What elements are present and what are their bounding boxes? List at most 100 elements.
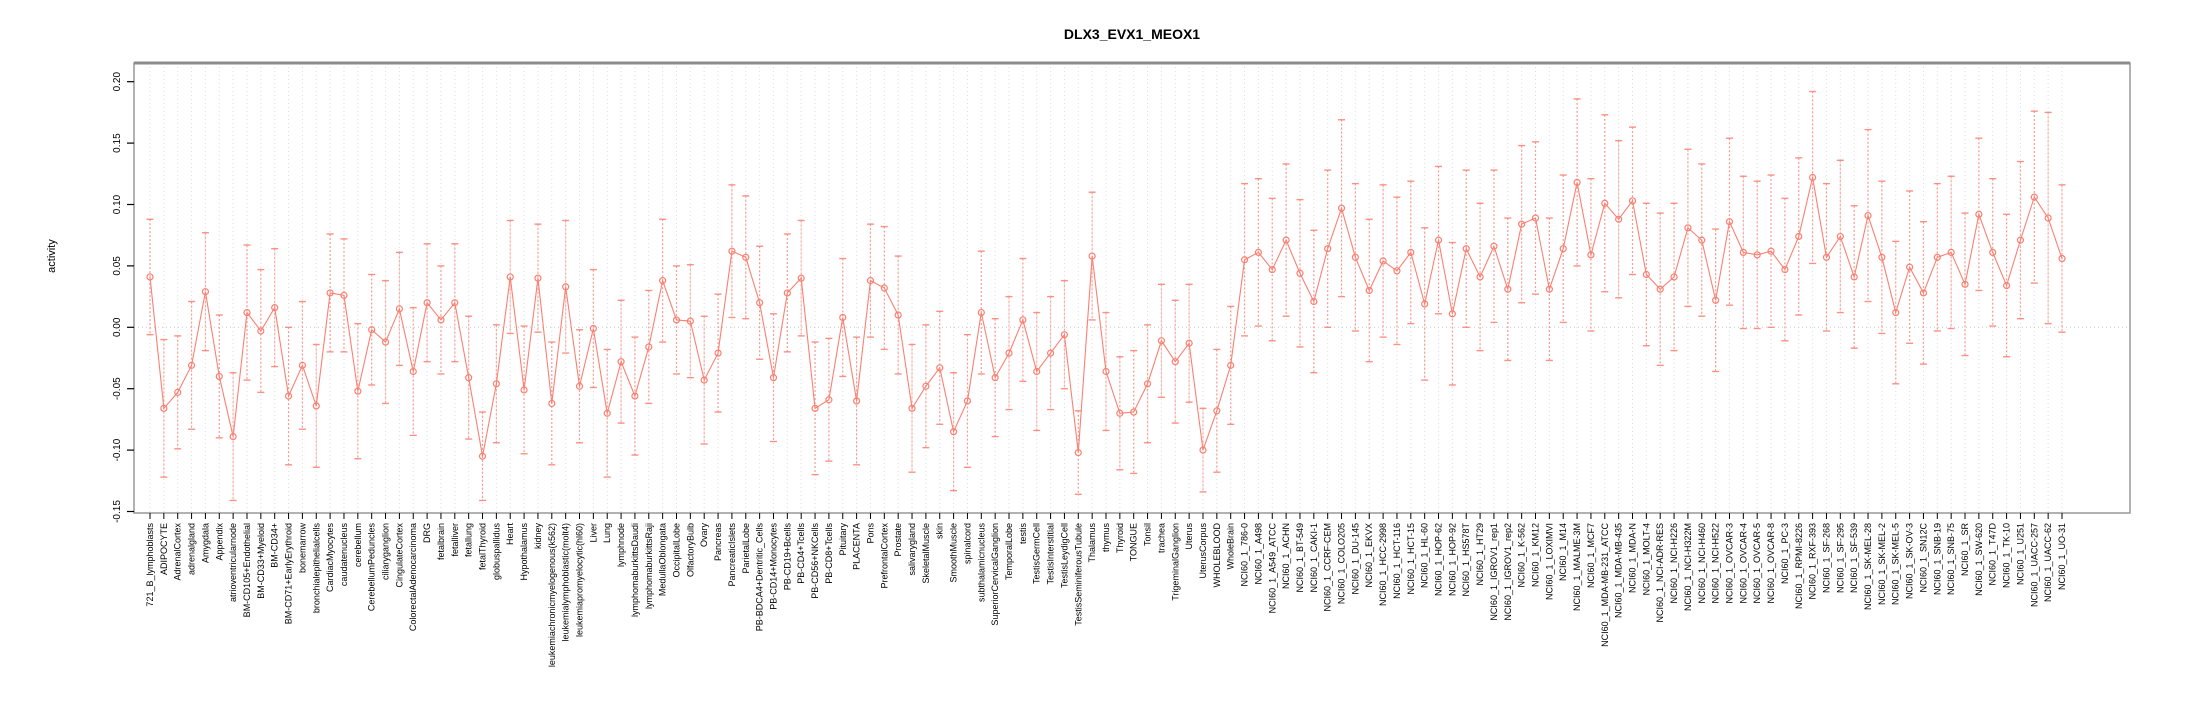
data-point xyxy=(1905,263,1914,271)
x-tick-label: NCI60_1_PC-3 xyxy=(1780,523,1790,584)
data-point xyxy=(1434,236,1443,244)
data-point xyxy=(1074,448,1082,457)
data-point xyxy=(589,324,597,333)
data-point xyxy=(284,392,293,400)
x-tick-label: NCI60_1_SK-MEL-2 xyxy=(1877,523,1887,605)
x-tick-label: NCI60_1_HS578T xyxy=(1461,523,1471,597)
x-tick-label: NCI60_1_MALME-3M xyxy=(1572,523,1582,611)
data-point xyxy=(1365,286,1373,295)
y-tick-label: 0.10 xyxy=(112,194,123,214)
data-point xyxy=(631,392,639,400)
x-tick-label: NCI60_1_M14 xyxy=(1558,523,1568,581)
x-tick-label: NCI60_1_A498 xyxy=(1253,523,1263,585)
x-tick-label: WHOLEBLOOD xyxy=(1212,523,1222,588)
x-tick-label: atrioventricularnode xyxy=(228,523,238,602)
x-tick-label: Amygdala xyxy=(200,523,210,563)
data-point xyxy=(769,374,778,382)
data-point xyxy=(1213,407,1221,415)
x-tick-label: NCI60_1_SN12C xyxy=(1918,523,1928,593)
x-tick-label: NCI60_1_CAKI-1 xyxy=(1309,523,1319,593)
x-tick-label: NCI60_1_MCF7 xyxy=(1586,523,1596,588)
data-point xyxy=(381,338,390,346)
data-point xyxy=(1947,248,1955,256)
x-tick-label: NCI60_1_NCI-H522 xyxy=(1711,523,1721,604)
x-tick-label: Pituitary xyxy=(838,523,848,556)
data-point xyxy=(271,304,279,312)
data-point xyxy=(1684,224,1692,232)
data-point xyxy=(1587,251,1595,259)
x-tick-label: NCI60_1_SF-268 xyxy=(1821,523,1831,593)
data-point xyxy=(617,358,625,366)
data-point xyxy=(1019,316,1027,324)
x-tick-label: NCI60_1_MDA-N xyxy=(1627,523,1637,593)
x-tick-label: BM-CD33+Myeloid xyxy=(256,523,266,599)
data-point xyxy=(1171,358,1179,366)
data-point xyxy=(783,289,791,297)
y-tick-label: 0.00 xyxy=(112,317,123,337)
data-point xyxy=(672,316,681,324)
x-tick-label: NCI60_1_NCI-H226 xyxy=(1669,523,1679,604)
x-tick-label: fetalThyroid xyxy=(478,523,488,570)
data-point xyxy=(1642,270,1650,279)
x-tick-label: NCI60_1_DU-145 xyxy=(1350,523,1360,595)
data-point xyxy=(756,299,764,307)
data-point xyxy=(520,386,528,394)
x-tick-label: NCI60_1_NCI-H322M xyxy=(1683,523,1693,611)
data-point xyxy=(1102,367,1110,376)
data-point xyxy=(1809,173,1817,182)
data-point xyxy=(548,399,556,408)
data-point xyxy=(1407,248,1415,256)
x-tick-label: Tonsil xyxy=(1143,523,1153,546)
x-tick-label: NCI60_1_BT-549 xyxy=(1295,523,1305,593)
x-tick-label: CerebellumPeduncles xyxy=(367,523,377,612)
x-tick-label: OccipitalLobe xyxy=(671,523,681,578)
x-tick-label: Pancreas xyxy=(713,523,723,562)
data-point xyxy=(451,299,459,307)
data-point xyxy=(395,305,403,313)
data-point xyxy=(1421,300,1429,308)
x-tick-label: NCI60_1_HT29 xyxy=(1475,523,1485,586)
x-tick-label: NCI60_1_OVCAR-5 xyxy=(1752,523,1762,604)
x-tick-label: NCI60_1_SK-OV-3 xyxy=(1905,523,1915,599)
x-tick-label: cerebellum xyxy=(353,523,363,567)
data-point xyxy=(312,402,320,410)
data-point xyxy=(1559,245,1567,253)
x-tick-label: NCI60_1_SNB-19 xyxy=(1932,523,1942,595)
data-point xyxy=(1989,248,1997,256)
data-point xyxy=(825,396,833,404)
data-point xyxy=(1573,178,1581,186)
x-tick-label: NCI60_1_A549_ATCC xyxy=(1267,523,1277,614)
data-point xyxy=(562,283,570,291)
data-point xyxy=(1933,253,1941,261)
x-tick-label: NCI60_1_UO-31 xyxy=(2057,523,2067,590)
x-tick-label: Prostate xyxy=(893,523,903,557)
data-point xyxy=(2030,193,2038,201)
y-tick-label: -0.15 xyxy=(112,500,123,523)
x-tick-label: TrigeminalGanglion xyxy=(1170,523,1180,601)
x-tick-label: spinalcord xyxy=(962,523,972,564)
x-tick-label: Hypothalamus xyxy=(519,523,529,581)
x-tick-label: Ovary xyxy=(699,523,709,548)
data-point xyxy=(1850,273,1858,281)
x-tick-label: NCI60_1_KM12 xyxy=(1531,523,1541,587)
x-tick-label: NCI60_1_U251 xyxy=(2015,523,2025,585)
x-tick-label: skin xyxy=(935,523,945,539)
x-tick-label: PB-CD56+NKCells xyxy=(810,523,820,599)
data-point xyxy=(1670,273,1678,281)
data-point xyxy=(1379,257,1387,265)
data-point xyxy=(686,317,694,325)
x-tick-label: Pons xyxy=(865,523,875,544)
x-tick-label: NCI60_1_HCT-116 xyxy=(1392,523,1402,599)
x-tick-label: SkeletalMuscle xyxy=(921,523,931,584)
data-point xyxy=(714,349,722,357)
x-tick-label: NCI60_1_IGROV1_rep1 xyxy=(1489,523,1499,621)
data-point xyxy=(1448,310,1456,318)
x-tick-label: NCI60_1_SR xyxy=(1960,523,1970,577)
x-tick-label: leukemiachronicmyelogenous(k562) xyxy=(547,523,557,667)
data-point xyxy=(853,397,861,405)
data-point xyxy=(160,404,168,412)
x-tick-label: TestisLeydigCell xyxy=(1059,523,1069,588)
x-tick-label: NCI60_1_COLO205 xyxy=(1337,523,1347,604)
data-point xyxy=(1268,265,1276,274)
data-point xyxy=(1254,248,1263,256)
